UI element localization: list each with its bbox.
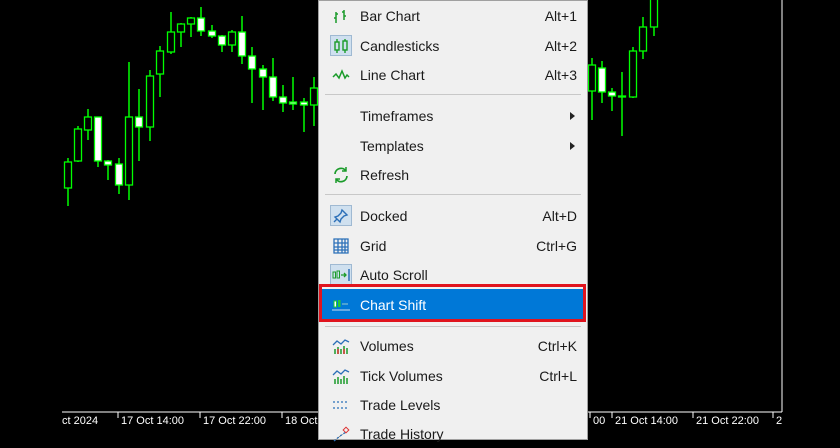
menu-separator (325, 326, 581, 327)
candle-body (227, 31, 237, 46)
submenu-arrow-icon (570, 111, 575, 120)
candle-body (617, 95, 627, 98)
price-chart[interactable] (0, 0, 840, 436)
candle-body (114, 163, 124, 186)
menu-item-grid[interactable]: Grid Ctrl+G (321, 231, 585, 260)
candle-body (258, 68, 268, 78)
menu-item-timeframes[interactable]: Timeframes (321, 101, 585, 130)
candle-body (607, 91, 617, 97)
menu-item-tick-volumes[interactable]: Tick Volumes Ctrl+L (321, 361, 585, 390)
time-axis-label: 00 (593, 415, 606, 427)
candle-body (145, 75, 155, 128)
menu-item-label: Trade Levels (360, 396, 441, 413)
candle-body (309, 87, 319, 106)
menu-item-shortcut: Ctrl+L (539, 367, 577, 384)
menu-item-label: Bar Chart (360, 7, 420, 24)
pin-icon (330, 205, 352, 226)
candle-body (278, 96, 288, 104)
candle-body (597, 67, 607, 93)
menu-item-label: Auto Scroll (360, 266, 428, 283)
candle-body (166, 31, 176, 53)
menu-item-bar-chart[interactable]: Bar Chart Alt+1 (321, 1, 585, 30)
menu-item-trade-history[interactable]: Trade History (321, 419, 585, 448)
menu-item-templates[interactable]: Templates (321, 131, 585, 160)
candle-body (83, 116, 93, 131)
menu-item-label: Timeframes (360, 107, 434, 124)
trade-history-icon (330, 423, 352, 444)
menu-separator (325, 94, 581, 95)
trade-levels-icon (330, 394, 352, 415)
menu-item-line-chart[interactable]: Line Chart Alt+3 (321, 60, 585, 89)
menu-item-shortcut: Ctrl+G (536, 237, 577, 254)
candle-body (73, 128, 83, 162)
menu-item-shortcut: Alt+3 (544, 66, 577, 83)
time-axis-label: 2 (776, 415, 783, 427)
time-axis-label: 17 Oct 22:00 (203, 415, 266, 427)
menu-item-trade-levels[interactable]: Trade Levels (321, 390, 585, 419)
menu-item-shortcut: Alt+2 (544, 37, 577, 54)
line-chart-icon (330, 64, 352, 85)
candle-body (628, 50, 638, 98)
auto-scroll-icon (330, 264, 352, 285)
chart-shift-icon (330, 293, 352, 314)
menu-item-label: Chart Shift (360, 296, 427, 313)
candle-body (649, 0, 659, 28)
menu-item-shortcut: Ctrl+K (537, 337, 577, 354)
menu-item-label: Docked (360, 207, 408, 224)
candle-body (103, 160, 113, 166)
menu-item-label: Candlesticks (360, 37, 440, 54)
candle-body (63, 161, 73, 189)
chart-context-menu: Bar Chart Alt+1 Candlesticks Alt+2 Line Char… (318, 0, 588, 442)
candle-body (217, 35, 227, 46)
highlight-annotation-box (319, 284, 586, 322)
menu-item-docked[interactable]: Docked Alt+D (321, 201, 585, 230)
candle-body (93, 116, 103, 162)
menu-item-shortcut: Alt+D (542, 207, 577, 224)
menu-item-refresh[interactable]: Refresh (321, 160, 585, 189)
grid-icon (330, 235, 352, 256)
candle-body (207, 30, 217, 37)
time-axis-label: 18 Oct (285, 415, 318, 427)
candle-body (124, 116, 134, 186)
menu-item-label: Trade History (360, 425, 444, 442)
candle-body (247, 55, 257, 70)
menu-separator (325, 194, 581, 195)
time-axis-label: 17 Oct 14:00 (121, 415, 184, 427)
time-axis-label: 21 Oct 22:00 (696, 415, 759, 427)
volumes-icon (330, 335, 352, 356)
menu-item-volumes[interactable]: Volumes Ctrl+K (321, 331, 585, 360)
candlesticks-icon (330, 35, 352, 56)
menu-item-label: Tick Volumes (360, 367, 443, 384)
candle-body (587, 64, 597, 92)
menu-item-label: Volumes (360, 337, 414, 354)
menu-item-label: Refresh (360, 166, 410, 183)
time-axis-label: ct 2024 (62, 415, 99, 427)
time-axis-label: 21 Oct 14:00 (615, 415, 678, 427)
menu-item-candlesticks[interactable]: Candlesticks Alt+2 (321, 31, 585, 60)
menu-item-chart-shift[interactable]: Chart Shift (321, 289, 585, 320)
menu-item-label: Grid (360, 237, 387, 254)
candle-body (134, 116, 144, 128)
candle-body (638, 26, 648, 52)
menu-item-shortcut: Alt+1 (544, 7, 577, 24)
refresh-icon (330, 164, 352, 185)
candle-body (186, 17, 196, 25)
tick-volumes-icon (330, 365, 352, 386)
candle-body (299, 101, 309, 106)
candle-body (237, 31, 247, 57)
candle-body (155, 50, 165, 75)
candle-body (268, 76, 278, 98)
menu-item-label: Line Chart (360, 66, 425, 83)
candle-body (176, 23, 186, 33)
bar-chart-icon (330, 5, 352, 26)
candle-body (288, 101, 298, 105)
candle-body (196, 17, 206, 32)
menu-item-label: Templates (360, 137, 424, 154)
submenu-arrow-icon (570, 141, 575, 150)
